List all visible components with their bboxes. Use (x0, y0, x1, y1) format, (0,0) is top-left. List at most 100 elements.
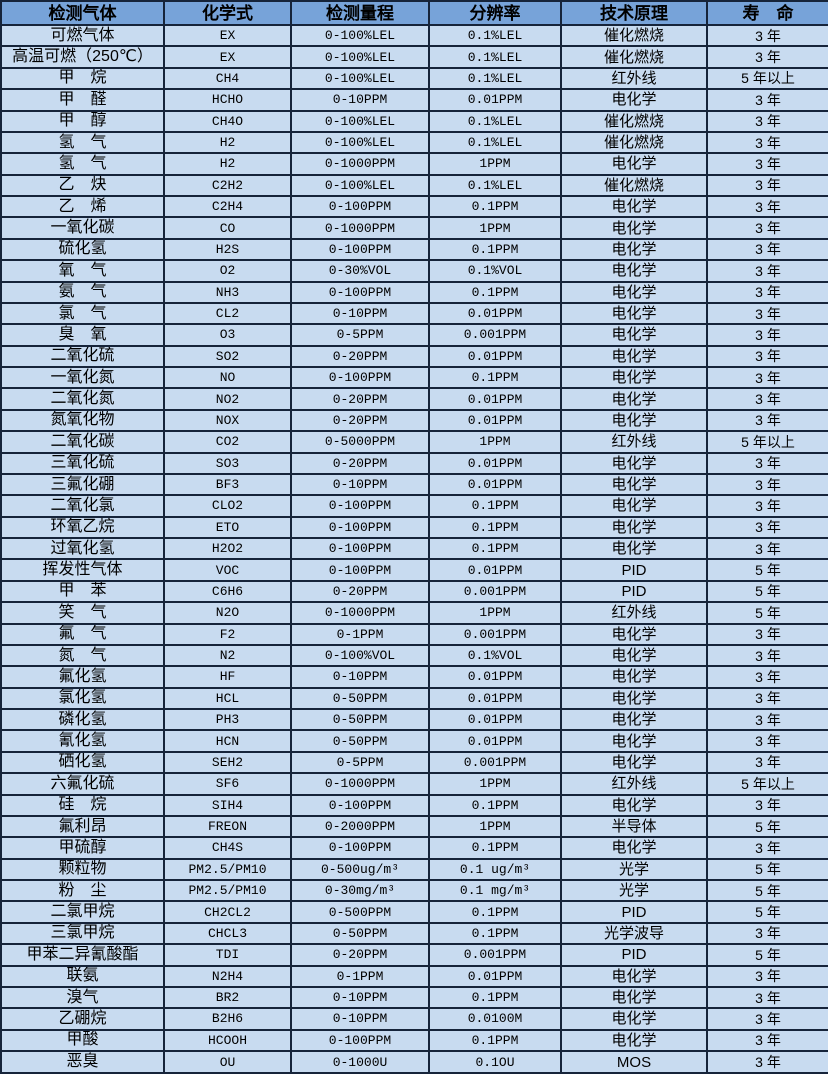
table-row: 挥发性气体 VOC 0-100PPM 0.01PPM PID 5 年 (0, 558, 828, 582)
cell-principle: 电化学 (560, 237, 708, 262)
cell-gas: 乙 炔 (0, 173, 165, 198)
cell-formula: NH3 (163, 280, 292, 304)
cell-principle: 电化学 (560, 643, 708, 668)
cell-lifespan: 3 年 (706, 194, 828, 219)
cell-lifespan: 5 年以上 (706, 430, 828, 454)
cell-range: 0-100PPM (290, 280, 430, 304)
cell-resolution: 0.01PPM (428, 729, 562, 753)
header-row: 检测气体 化学式 检测量程 分辨率 技术原理寿 命 (0, 0, 828, 26)
cell-resolution: 0.1PPM (428, 365, 562, 390)
cell-gas: 甲 苯 (0, 579, 165, 604)
cell-principle: 电化学 (560, 985, 708, 1010)
cell-gas: 氟 气 (0, 622, 165, 646)
cell-principle: 电化学 (560, 1007, 708, 1031)
cell-range: 0-100%LEL (290, 66, 430, 91)
cell-principle: 半导体 (560, 814, 708, 839)
cell-lifespan: 3 年 (706, 173, 828, 198)
cell-gas: 六氟化硫 (0, 772, 165, 796)
cell-range: 0-500ug/m³ (290, 857, 430, 882)
cell-formula: ETO (163, 515, 292, 540)
cell-gas: 甲 醇 (0, 109, 165, 133)
column-header-principle: 技术原理 (560, 0, 708, 26)
cell-principle: 电化学 (560, 707, 708, 732)
cell-resolution: 0.01PPM (428, 558, 562, 582)
cell-principle: 催化燃烧 (560, 130, 708, 155)
cell-resolution: 1PPM (428, 216, 562, 240)
cell-principle: 电化学 (560, 451, 708, 475)
cell-resolution: 0.01PPM (428, 472, 562, 497)
cell-resolution: 0.01PPM (428, 408, 562, 433)
cell-gas: 硒化氢 (0, 750, 165, 775)
cell-principle: 电化学 (560, 344, 708, 369)
table-row: 甲 醛 HCHO 0-10PPM 0.01PPM 电化学 3 年 (0, 88, 828, 112)
cell-range: 0-500PPM (290, 900, 430, 924)
cell-formula: NO2 (163, 387, 292, 411)
cell-gas: 二氧化碳 (0, 430, 165, 454)
cell-principle: 电化学 (560, 194, 708, 219)
cell-formula: CH4 (163, 66, 292, 91)
cell-lifespan: 3 年 (706, 323, 828, 347)
cell-lifespan: 3 年 (706, 109, 828, 133)
cell-resolution: 0.01PPM (428, 707, 562, 732)
cell-principle: 电化学 (560, 793, 708, 817)
cell-gas: 氢 气 (0, 152, 165, 176)
cell-range: 0-100PPM (290, 194, 430, 219)
cell-formula: BR2 (163, 985, 292, 1010)
cell-lifespan: 3 年 (706, 237, 828, 262)
cell-formula: SEH2 (163, 750, 292, 775)
cell-range: 0-100%LEL (290, 130, 430, 155)
table-row: 粉 尘 PM2.5/PM10 0-30mg/m³ 0.1 mg/m³ 光学 5 年 (0, 878, 828, 903)
cell-range: 0-5PPM (290, 323, 430, 347)
cell-gas: 三氯甲烷 (0, 921, 165, 946)
cell-lifespan: 3 年 (706, 365, 828, 390)
cell-formula: VOC (163, 558, 292, 582)
cell-principle: 催化燃烧 (560, 45, 708, 69)
cell-principle: 催化燃烧 (560, 23, 708, 48)
cell-range: 0-100%VOL (290, 643, 430, 668)
table-row: 乙 烯 C2H4 0-100PPM 0.1PPM 电化学 3 年 (0, 194, 828, 219)
table-body: 可燃气体 EX 0-100%LEL 0.1%LEL 催化燃烧 3 年高温可燃（250℃） E… (0, 23, 828, 1074)
cell-lifespan: 3 年 (706, 964, 828, 988)
table-row: 臭 氧 O3 0-5PPM 0.001PPM 电化学 3 年 (0, 323, 828, 347)
cell-range: 0-10PPM (290, 665, 430, 689)
cell-range: 0-1PPM (290, 964, 430, 988)
table-row: 二氯甲烷 CH2CL2 0-500PPM 0.1PPM PID 5 年 (0, 900, 828, 924)
cell-gas: 磷化氢 (0, 707, 165, 732)
cell-gas: 臭 氧 (0, 323, 165, 347)
cell-range: 0-20PPM (290, 579, 430, 604)
cell-principle: 电化学 (560, 665, 708, 689)
cell-lifespan: 3 年 (706, 216, 828, 240)
cell-resolution: 0.1%LEL (428, 130, 562, 155)
table-row: 甲 烷 CH4 0-100%LEL 0.1%LEL 红外线 5 年以上 (0, 66, 828, 91)
cell-gas: 环氧乙烷 (0, 515, 165, 540)
cell-gas: 恶臭 (0, 1050, 165, 1074)
cell-gas: 甲 醛 (0, 88, 165, 112)
cell-formula: CLO2 (163, 494, 292, 518)
table-row: 二氧化氯 CLO2 0-100PPM 0.1PPM 电化学 3 年 (0, 494, 828, 518)
cell-lifespan: 3 年 (706, 536, 828, 561)
table-row: 甲酸 HCOOH 0-100PPM 0.1PPM 电化学 3 年 (0, 1028, 828, 1053)
cell-resolution: 0.1PPM (428, 237, 562, 262)
cell-range: 0-100PPM (290, 793, 430, 817)
table-row: 过氧化氢 H2O2 0-100PPM 0.1PPM 电化学 3 年 (0, 536, 828, 561)
cell-lifespan: 3 年 (706, 387, 828, 411)
cell-lifespan: 3 年 (706, 259, 828, 283)
cell-gas: 硅 烷 (0, 793, 165, 817)
column-header-formula: 化学式 (163, 0, 292, 26)
table-row: 氧 气 O2 0-30%VOL 0.1%VOL 电化学 3 年 (0, 259, 828, 283)
cell-resolution: 0.1PPM (428, 280, 562, 304)
cell-lifespan: 3 年 (706, 643, 828, 668)
cell-gas: 三氟化硼 (0, 472, 165, 497)
table-row: 氨 气 NH3 0-100PPM 0.1PPM 电化学 3 年 (0, 280, 828, 304)
cell-principle: 电化学 (560, 323, 708, 347)
cell-resolution: 0.1%VOL (428, 643, 562, 668)
cell-range: 0-1PPM (290, 622, 430, 646)
cell-range: 0-10PPM (290, 301, 430, 326)
cell-formula: HCHO (163, 88, 292, 112)
cell-lifespan: 5 年 (706, 878, 828, 903)
cell-formula: H2 (163, 152, 292, 176)
table-row: 甲 苯 C6H6 0-20PPM 0.001PPM PID 5 年 (0, 579, 828, 604)
cell-lifespan: 3 年 (706, 1050, 828, 1074)
cell-resolution: 0.01PPM (428, 88, 562, 112)
cell-gas: 甲 烷 (0, 66, 165, 91)
